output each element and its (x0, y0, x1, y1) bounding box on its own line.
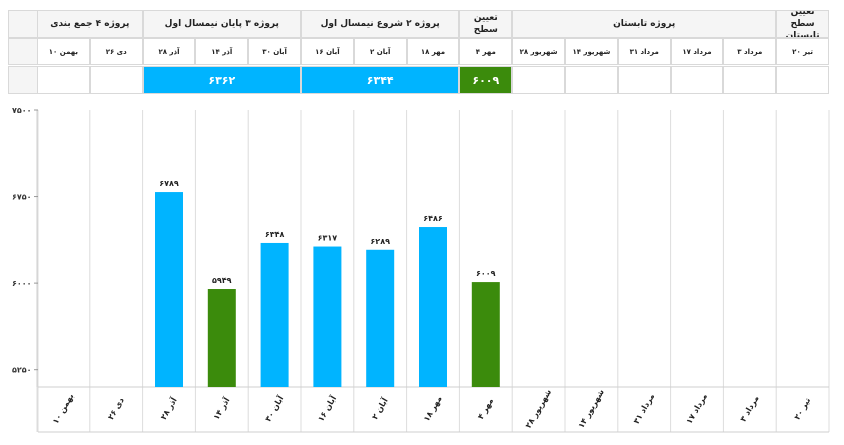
date-header: ۳۰ آبان (248, 38, 301, 65)
phase-header: پروژه ۳ پایان نیمسال اول (142, 10, 301, 38)
corner-cell-bottom (8, 66, 38, 94)
x-tick-label: ۱۴ شهریور (577, 388, 607, 430)
y-tick-label: ۵۲۵۰ (12, 366, 32, 375)
bar-value-label: ۶۲۸۹ (370, 237, 390, 246)
x-tick-label: ۱۶ آبان (315, 394, 338, 424)
date-header: ۳ مرداد (723, 38, 777, 65)
bar-value-label: ۶۳۱۷ (318, 234, 338, 243)
date-header-text: ۱۴ آذر (211, 47, 233, 56)
phase-header: تعیین سطح (459, 10, 513, 38)
date-header: ۳۱ مرداد (617, 38, 671, 65)
x-tick-label: ۲۰ تیر (793, 396, 813, 421)
bar (313, 246, 342, 387)
date-header: ۱۶ آبان (301, 38, 354, 65)
date-header-text: ۲۸ شهریور (519, 47, 558, 56)
date-header: ۱۴ شهریور (565, 38, 618, 65)
score-cell (776, 66, 829, 94)
date-header-text: ۱۷ مرداد (682, 47, 712, 56)
score-band: ۶۳۶۲ (143, 67, 300, 93)
score-cell (617, 66, 671, 94)
bar-value-label: ۵۹۴۹ (212, 276, 232, 285)
date-header: ۲۶ دی (89, 38, 143, 65)
score-cell (512, 66, 565, 94)
x-tick-label: ۱۴ آذر (211, 395, 232, 421)
score-band: ۶۳۴۴ (302, 67, 459, 93)
x-tick-label: ۳۱ مرداد (632, 392, 657, 426)
date-header: ۱۰ بهمن (37, 38, 90, 65)
x-tick-label: ۳ مرداد (739, 394, 761, 423)
score-cell (37, 66, 90, 94)
score-cell (723, 66, 777, 94)
date-header: ۱۴ آذر (195, 38, 249, 65)
phase-header: پروژه تابستان (512, 10, 777, 38)
phase-header-text: پروژه ۳ پایان نیمسال اول (164, 19, 279, 29)
bar (419, 227, 447, 387)
bar-value-label: ۶۳۴۸ (265, 230, 285, 239)
phase-header-text: پروژه ۲ شروع نیمسال اول (320, 19, 440, 29)
date-header: ۱۷ مرداد (670, 38, 724, 65)
corner-cell-mid (8, 38, 38, 65)
x-tick-label: ۲ آبان (369, 396, 389, 421)
bar (260, 242, 289, 387)
bar (155, 192, 183, 387)
date-header-text: ۴ مهر (475, 47, 496, 56)
date-header-text: ۲۶ دی (105, 47, 127, 56)
corner-cell-top (8, 10, 38, 38)
phase-header: تعیین سطح تابستان (776, 10, 829, 38)
y-tick-label: ۶۷۵۰ (12, 193, 32, 202)
x-tick-label: ۲۸ شهریور (524, 388, 554, 430)
phase-header-text: تعیین سطح (473, 13, 498, 35)
date-header-text: ۲۰ تیر (792, 47, 813, 56)
date-header-text: ۲۸ آذر (158, 47, 180, 56)
x-tick-label: ۱۸ مهر (422, 394, 444, 423)
date-header-text: ۱۶ آبان (315, 47, 340, 56)
x-tick-label: ۱۰ بهمن (51, 392, 76, 425)
x-tick-label: ۲۶ دی (106, 396, 126, 421)
date-header-text: ۱۰ بهمن (48, 47, 79, 56)
date-header: ۲۸ شهریور (512, 38, 565, 65)
bar-value-label: ۶۴۸۶ (423, 214, 443, 223)
x-tick-label: ۱۷ مرداد (685, 392, 710, 426)
phase-header-text: تعیین سطح تابستان (785, 10, 820, 38)
score-cell (89, 66, 143, 94)
phase-header-text: پروژه تابستان (613, 19, 676, 29)
bar-value-label: ۶۷۸۹ (159, 179, 179, 188)
x-tick-label: ۲۸ آذر (158, 395, 179, 421)
date-header: ۲۸ آذر (142, 38, 196, 65)
date-header-text: ۳ مرداد (737, 47, 763, 56)
score-band: ۶۰۰۹ (460, 67, 512, 93)
bar (366, 249, 395, 387)
phase-header: پروژه ۴ جمع بندی (37, 10, 143, 38)
date-header-text: ۳۱ مرداد (629, 47, 659, 56)
bar (471, 282, 500, 387)
date-header: ۴ مهر (459, 38, 513, 65)
date-header: ۱۸ مهر (406, 38, 460, 65)
date-header: ۲۰ تیر (776, 38, 829, 65)
score-cell (670, 66, 724, 94)
date-header-text: ۱۴ شهریور (572, 47, 611, 56)
bar-value-label: ۶۰۰۹ (476, 269, 496, 278)
x-tick-label: ۴ مهر (476, 397, 495, 421)
date-header-text: ۲ آبان (370, 47, 391, 56)
date-header-text: ۱۸ مهر (420, 47, 446, 56)
phase-header: پروژه ۲ شروع نیمسال اول (301, 10, 460, 38)
date-header: ۲ آبان (353, 38, 407, 65)
score-cell (565, 66, 618, 94)
y-tick-label: ۷۵۰۰ (12, 106, 32, 115)
bar (207, 289, 236, 387)
phase-header-text: پروژه ۴ جمع بندی (50, 19, 130, 29)
x-tick-label: ۳۰ آبان (263, 394, 286, 424)
date-header-text: ۳۰ آبان (262, 47, 287, 56)
y-tick-label: ۶۰۰۰ (12, 279, 32, 288)
